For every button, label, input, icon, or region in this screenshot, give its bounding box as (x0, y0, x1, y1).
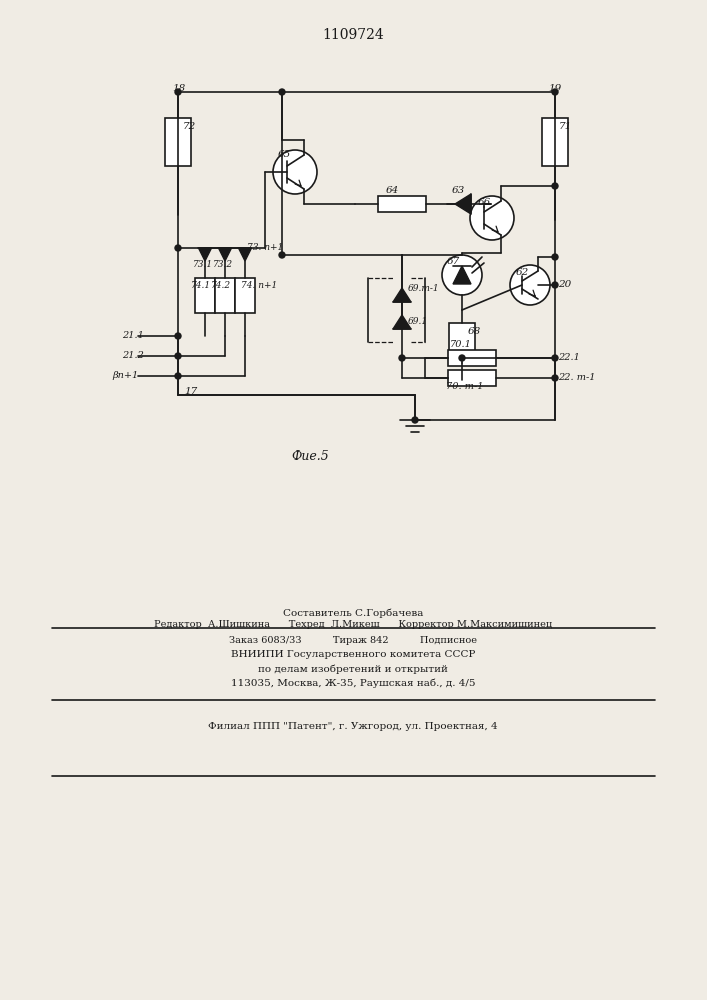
Text: 73. n+1: 73. n+1 (247, 243, 284, 252)
Text: ВНИИПИ Госуларственного комитета СССР: ВНИИПИ Госуларственного комитета СССР (230, 650, 475, 659)
Polygon shape (453, 266, 471, 284)
Circle shape (442, 255, 482, 295)
Text: по делам изобретений и открытий: по делам изобретений и открытий (258, 664, 448, 674)
Text: 64: 64 (386, 186, 399, 195)
Text: Филиал ППП "Патент", г. Ужгород, ул. Проектная, 4: Филиал ППП "Патент", г. Ужгород, ул. Про… (208, 722, 498, 731)
Text: 17: 17 (184, 387, 197, 396)
Circle shape (175, 373, 181, 379)
Text: 66: 66 (478, 198, 491, 207)
Bar (378, 196, 426, 212)
Text: 20: 20 (558, 280, 571, 289)
Text: 73.2: 73.2 (213, 260, 233, 269)
Polygon shape (393, 315, 411, 329)
Polygon shape (218, 248, 231, 261)
Circle shape (273, 150, 317, 194)
Circle shape (552, 89, 558, 95)
Text: 74.2: 74.2 (211, 281, 231, 290)
Text: 69.m-1: 69.m-1 (408, 284, 440, 293)
Text: Фие.5: Фие.5 (291, 450, 329, 463)
Circle shape (412, 417, 418, 423)
Circle shape (552, 282, 558, 288)
Text: Составитель С.Горбачева: Составитель С.Горбачева (283, 608, 423, 617)
Circle shape (175, 333, 181, 339)
Circle shape (279, 89, 285, 95)
Polygon shape (455, 194, 471, 214)
Polygon shape (393, 288, 411, 302)
Text: 22. m-1: 22. m-1 (558, 373, 595, 382)
Circle shape (552, 355, 558, 361)
Text: 68: 68 (468, 327, 481, 336)
Circle shape (175, 89, 181, 95)
Circle shape (552, 183, 558, 189)
Text: 70. m-1: 70. m-1 (446, 382, 484, 391)
Text: Заказ 6083/33          Тираж 842          Подписное: Заказ 6083/33 Тираж 842 Подписное (229, 636, 477, 645)
Text: Редактор  А.Шишкина      Техред  Л.Микеш      Корректор М.Максимишинец: Редактор А.Шишкина Техред Л.Микеш Коррек… (154, 620, 552, 629)
Circle shape (552, 254, 558, 260)
Circle shape (470, 196, 514, 240)
Text: 72: 72 (183, 122, 197, 131)
Circle shape (279, 252, 285, 258)
Text: βn+1: βn+1 (112, 371, 139, 380)
Circle shape (399, 355, 405, 361)
Text: 62: 62 (516, 268, 530, 277)
Circle shape (552, 375, 558, 381)
Bar (165, 118, 191, 166)
Text: 21.2: 21.2 (122, 351, 144, 360)
Text: 63: 63 (452, 186, 465, 195)
Circle shape (459, 355, 465, 361)
Bar (215, 278, 235, 313)
Text: 18: 18 (172, 84, 185, 93)
Bar (449, 323, 475, 363)
Text: 74.1: 74.1 (191, 281, 211, 290)
Bar (235, 278, 255, 313)
Bar (542, 118, 568, 166)
Circle shape (510, 265, 550, 305)
Bar (195, 278, 215, 313)
Text: 21.1: 21.1 (122, 331, 144, 340)
Polygon shape (238, 248, 252, 261)
Text: 67: 67 (447, 257, 460, 266)
Text: 1109724: 1109724 (322, 28, 384, 42)
Circle shape (175, 245, 181, 251)
Text: 69.1: 69.1 (408, 317, 428, 326)
Polygon shape (199, 248, 211, 261)
Text: 73.1: 73.1 (193, 260, 213, 269)
Text: 70.1: 70.1 (450, 340, 472, 349)
Text: 71: 71 (559, 122, 572, 131)
Text: 74. n+1: 74. n+1 (241, 281, 277, 290)
Circle shape (175, 353, 181, 359)
Text: 113035, Москва, Ж-35, Раушская наб., д. 4/5: 113035, Москва, Ж-35, Раушская наб., д. … (230, 678, 475, 688)
Text: 19: 19 (548, 84, 561, 93)
Text: 22.1: 22.1 (558, 353, 580, 362)
Text: 65: 65 (278, 150, 291, 159)
Bar (448, 350, 496, 366)
Bar (448, 370, 496, 386)
